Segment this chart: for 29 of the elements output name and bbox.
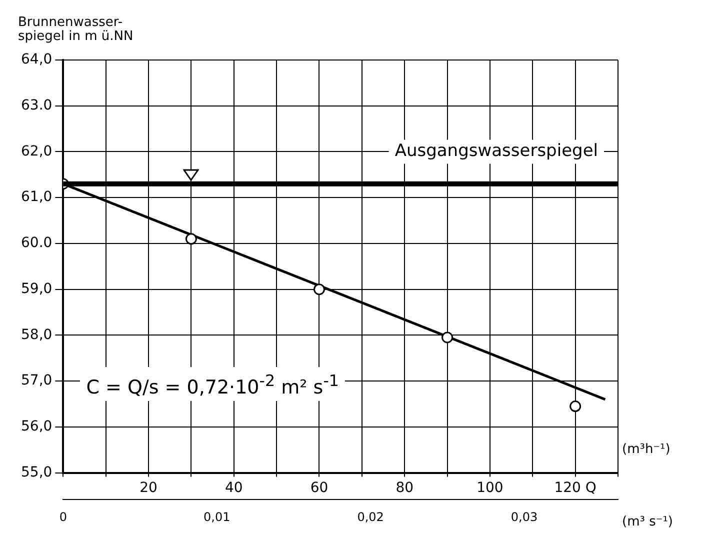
y-tick-label: 64,0 bbox=[21, 52, 52, 68]
y-tick-label: 58,0 bbox=[21, 326, 52, 343]
x-tick-label: 20 bbox=[140, 480, 158, 496]
x-tick-label: 40 bbox=[224, 480, 243, 496]
x-axis-title: (m³h⁻¹) bbox=[622, 442, 670, 458]
annotation: C = Q/s = 0,72·10$^{-2}$ m² s$^{-1}$ bbox=[80, 367, 345, 402]
point bbox=[313, 284, 325, 296]
point bbox=[442, 332, 454, 344]
y-tick-label: 59,0 bbox=[21, 280, 52, 297]
ref-line-label: Ausgangswasserspiegel bbox=[394, 141, 598, 162]
x-tick-label: 100 bbox=[476, 480, 504, 496]
x-tick-label: 60 bbox=[310, 480, 328, 496]
x-tick-label: 80 bbox=[396, 480, 414, 496]
x2-tick-label: 0,01 bbox=[204, 510, 230, 524]
y-axis-title: Brunnenwasser- spiegel in m ü.NN bbox=[18, 14, 134, 44]
y-tick-label: 63.0 bbox=[21, 98, 52, 114]
y-tick-label: 62,0 bbox=[21, 143, 52, 160]
y-tick-label: 57,0 bbox=[21, 372, 52, 389]
y-tick-label: 55,0 bbox=[21, 464, 52, 480]
x2-tick-label: 0,03 bbox=[510, 510, 538, 524]
x2-tick-label: 0,02 bbox=[357, 510, 384, 524]
point bbox=[570, 400, 582, 412]
y-tick-label: 61,0 bbox=[21, 189, 52, 206]
x2-axis-title: (m³ s⁻¹) bbox=[622, 514, 673, 530]
x2-tick-label: 0 bbox=[59, 510, 67, 524]
y-tick-label: 56,0 bbox=[21, 418, 52, 435]
point bbox=[185, 233, 197, 245]
x-tick-label: 120 Q bbox=[554, 480, 596, 496]
y-tick-label: 60.0 bbox=[21, 235, 52, 252]
